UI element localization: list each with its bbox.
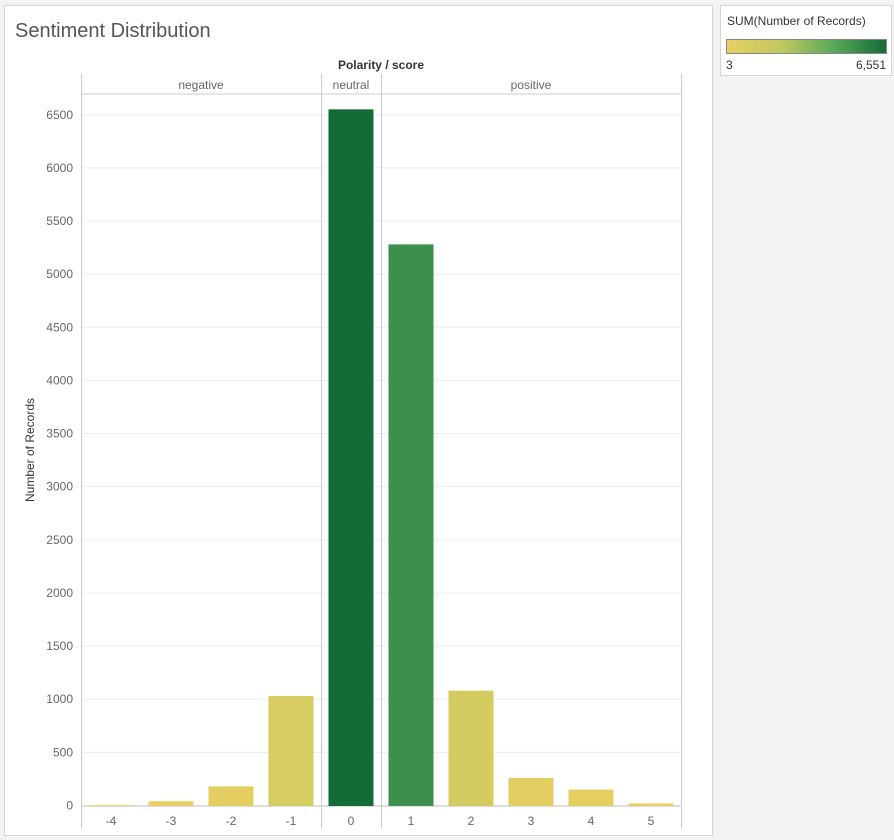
legend-min-label: 3 [726,58,733,72]
y-tick-label: 5000 [46,267,73,281]
y-tick-label: 2000 [46,586,73,600]
y-tick-label: 3500 [46,427,73,441]
y-tick-label: 0 [66,799,73,813]
x-tick-label: 1 [408,814,415,828]
x-tick-label: 3 [528,814,535,828]
x-tick-label: 5 [648,814,655,828]
x-tick-label: -4 [106,814,117,828]
y-axis-label: Number of Records [23,398,37,502]
panel-header-neutral: neutral [333,78,370,92]
x-tick-label: 2 [468,814,475,828]
y-tick-label: 6000 [46,161,73,175]
chart-title: Sentiment Distribution [15,20,211,42]
bar--4 [88,805,134,806]
y-tick-label: 1000 [46,692,73,706]
color-legend[interactable]: SUM(Number of Records) 3 6,551 [720,5,892,76]
x-tick-label: 0 [348,814,355,828]
column-header-title: Polarity / score [338,58,424,72]
legend-color-ramp [726,39,887,54]
y-tick-label: 4000 [46,373,73,387]
x-tick-label: -3 [166,814,177,828]
bar--3 [148,801,194,806]
y-tick-label: 500 [53,745,73,759]
bar--2 [208,786,254,806]
panel-header-negative: negative [178,78,224,92]
y-tick-label: 2500 [46,533,73,547]
x-tick-label: -2 [226,814,237,828]
bar-4 [568,789,614,806]
x-tick-label: -1 [286,814,297,828]
y-tick-label: 6500 [46,108,73,122]
bar-0 [328,109,374,806]
bar-2 [448,690,494,806]
bar--1 [268,696,314,806]
x-tick-label: 4 [588,814,595,828]
panel-header-positive: positive [511,78,552,92]
y-tick-label: 4500 [46,320,73,334]
y-tick-label: 1500 [46,639,73,653]
legend-title: SUM(Number of Records) [727,14,866,28]
y-tick-label: 5500 [46,214,73,228]
bar-1 [388,244,434,806]
y-tick-label: 3000 [46,480,73,494]
bar-5 [628,803,674,806]
bar-3 [508,777,554,806]
worksheet-panel: Sentiment Distribution 0 500 1000 1500 2000 2… [4,5,713,836]
legend-max-label: 6,551 [855,58,886,72]
bar-chart: 0 500 1000 1500 2000 2500 3000 3500 4000 4500 5000… [23,58,682,828]
